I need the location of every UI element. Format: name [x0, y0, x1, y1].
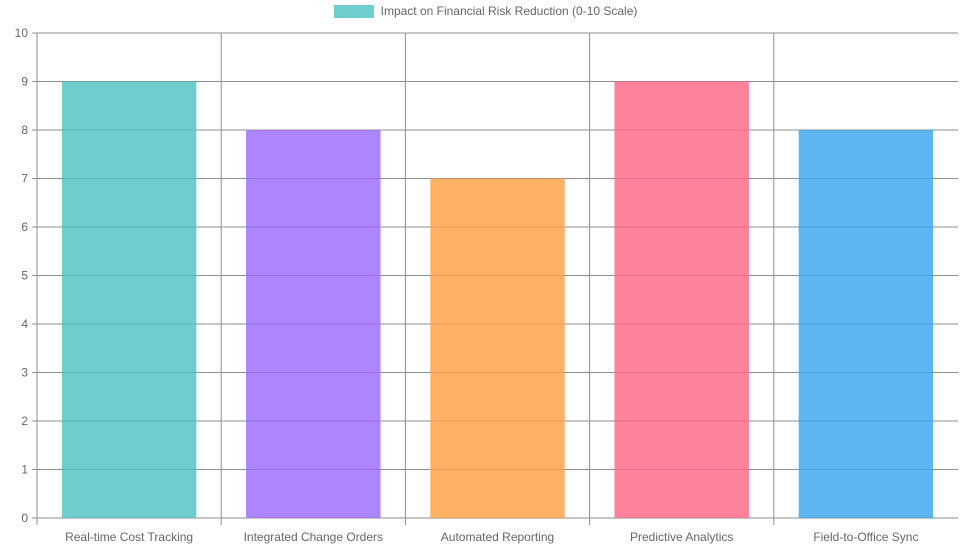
chart-legend-item[interactable]: Impact on Financial Risk Reduction (0-10…	[0, 5, 971, 18]
bar-predictive-analytics[interactable]	[614, 81, 749, 519]
y-tick-label: 0	[21, 511, 28, 525]
x-tick-label: Integrated Change Orders	[244, 530, 383, 544]
y-tick-label: 3	[21, 366, 28, 380]
y-tick-label: 5	[21, 269, 28, 283]
y-tick-label: 7	[21, 172, 28, 186]
legend-label: Impact on Financial Risk Reduction (0-10…	[380, 4, 638, 18]
y-tick-label: 2	[21, 414, 28, 428]
x-tick-label: Automated Reporting	[441, 530, 554, 544]
y-tick-label: 6	[21, 220, 28, 234]
y-tick-label: 8	[21, 123, 28, 137]
y-tick-label: 9	[21, 75, 28, 89]
bar-integrated-change-orders[interactable]	[246, 130, 381, 518]
bar-real-time-cost-tracking[interactable]	[61, 81, 197, 519]
x-tick-label: Field-to-Office Sync	[813, 530, 918, 544]
legend-swatch	[333, 5, 374, 18]
y-tick-label: 1	[21, 463, 28, 477]
bar-field-to-office-sync[interactable]	[798, 130, 934, 518]
bar-automated-reporting[interactable]	[430, 178, 565, 519]
x-tick-label: Real-time Cost Tracking	[65, 530, 193, 544]
x-tick-label: Predictive Analytics	[630, 530, 733, 544]
y-tick-label: 4	[21, 317, 28, 331]
y-tick-label: 10	[15, 26, 29, 40]
